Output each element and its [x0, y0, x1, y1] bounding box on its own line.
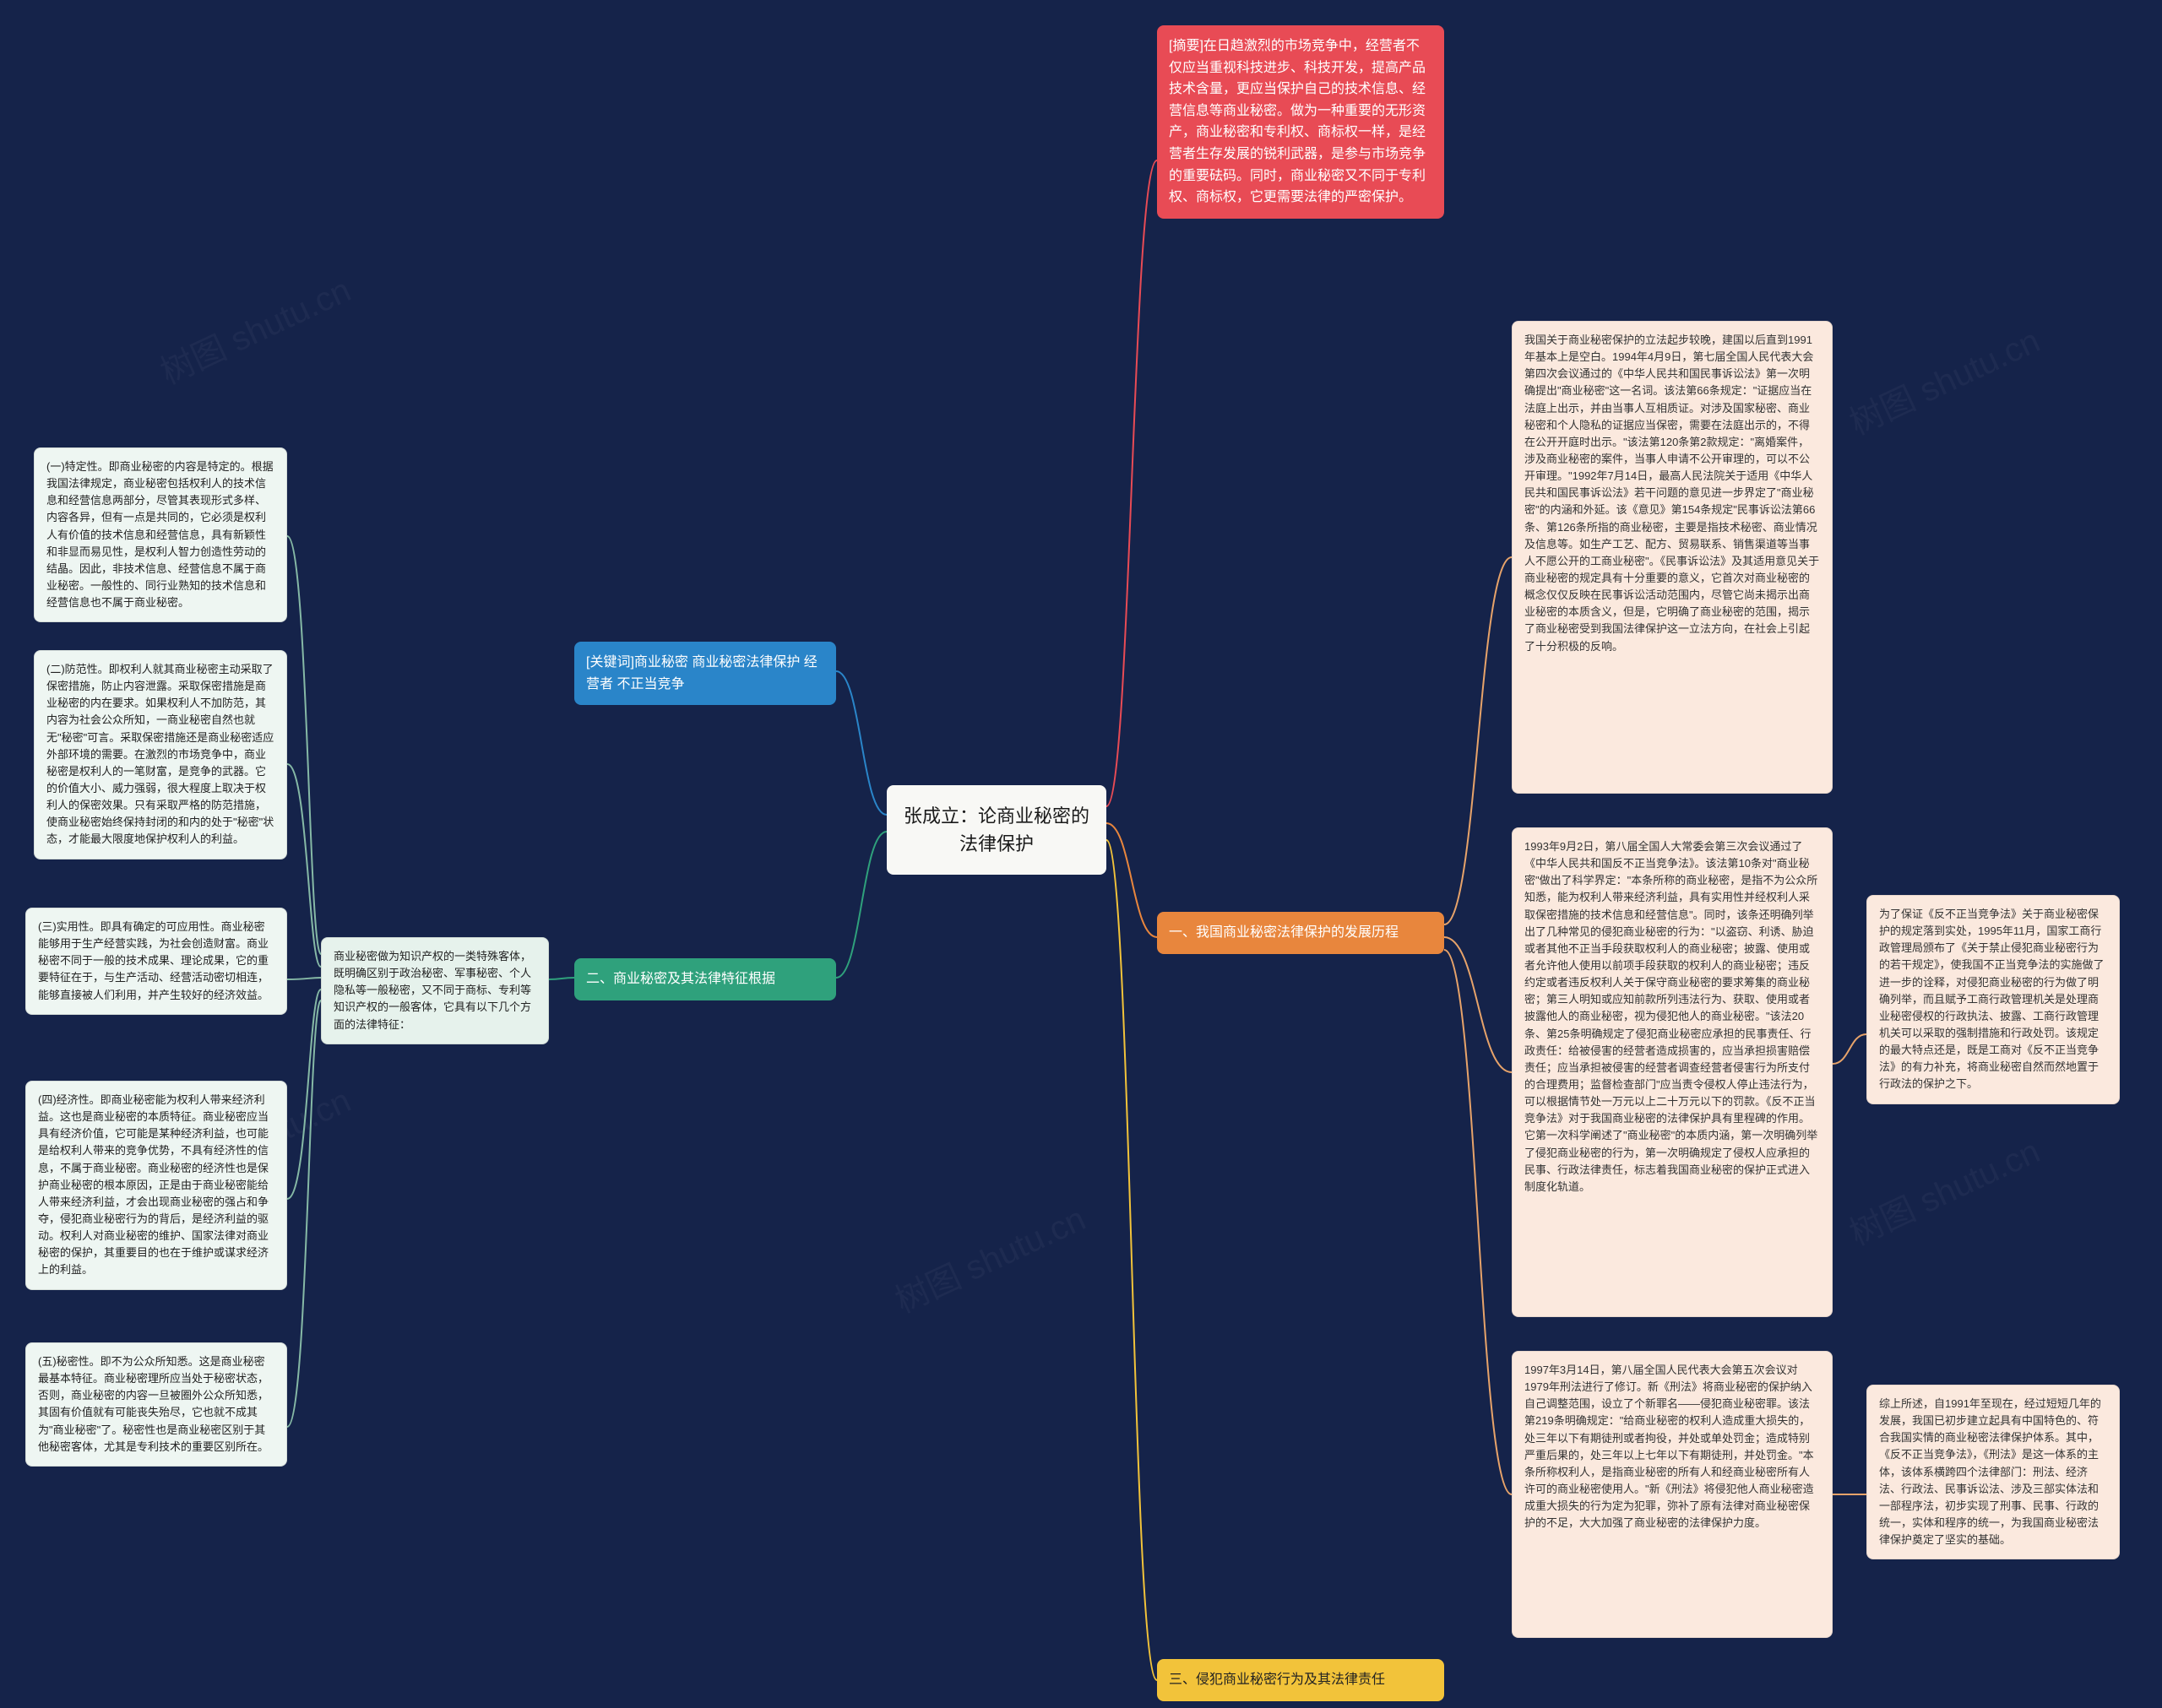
abstract-node[interactable]: [摘要]在日趋激烈的市场竞争中，经营者不仅应当重视科技进步、科技开发，提高产品技…: [1157, 25, 1444, 219]
keywords-node[interactable]: [关键词]商业秘密 商业秘密法律保护 经营者 不正当竞争: [574, 642, 836, 705]
section2-item-4[interactable]: (五)秘密性。即不为公众所知悉。这是商业秘密最基本特征。商业秘密理所应当处于秘密…: [25, 1342, 287, 1467]
section2-item-0[interactable]: (一)特定性。即商业秘密的内容是特定的。根据我国法律规定，商业秘密包括权利人的技…: [34, 447, 287, 622]
section1-child-2[interactable]: 1997年3月14日，第八届全国人民代表大会第五次会议对1979年刑法进行了修订…: [1512, 1351, 1833, 1638]
section1-child-1-sub[interactable]: 为了保证《反不正当竞争法》关于商业秘密保护的规定落到实处，1995年11月，国家…: [1866, 895, 2120, 1104]
section3-node[interactable]: 三、侵犯商业秘密行为及其法律责任: [1157, 1659, 1444, 1701]
section2-item-1[interactable]: (二)防范性。即权利人就其商业秘密主动采取了保密措施，防止内容泄露。采取保密措施…: [34, 650, 287, 859]
section1-node[interactable]: 一、我国商业秘密法律保护的发展历程: [1157, 912, 1444, 954]
section2-node[interactable]: 二、商业秘密及其法律特征根据: [574, 958, 836, 1000]
section2-desc[interactable]: 商业秘密做为知识产权的一类特殊客体，既明确区别于政治秘密、军事秘密、个人隐私等一…: [321, 937, 549, 1044]
section1-child-2-sub[interactable]: 综上所述，自1991年至现在，经过短短几年的发展，我国已初步建立起具有中国特色的…: [1866, 1385, 2120, 1559]
section2-item-3[interactable]: (四)经济性。即商业秘密能为权利人带来经济利益。这也是商业秘密的本质特征。商业秘…: [25, 1081, 287, 1290]
watermark: 树图 shutu.cn: [151, 263, 357, 394]
watermark: 树图 shutu.cn: [886, 1192, 1092, 1323]
section1-child-0[interactable]: 我国关于商业秘密保护的立法起步较晚，建国以后直到1991年基本上是空白。1994…: [1512, 321, 1833, 794]
root-node[interactable]: 张成立：论商业秘密的法律保护: [887, 785, 1106, 875]
watermark: 树图 shutu.cn: [1840, 314, 2046, 445]
section1-child-1[interactable]: 1993年9月2日，第八届全国人大常委会第三次会议通过了《中华人民共和国反不正当…: [1512, 827, 1833, 1317]
section2-item-2[interactable]: (三)实用性。即具有确定的可应用性。商业秘密能够用于生产经营实践，为社会创造财富…: [25, 908, 287, 1015]
watermark: 树图 shutu.cn: [1840, 1125, 2046, 1255]
